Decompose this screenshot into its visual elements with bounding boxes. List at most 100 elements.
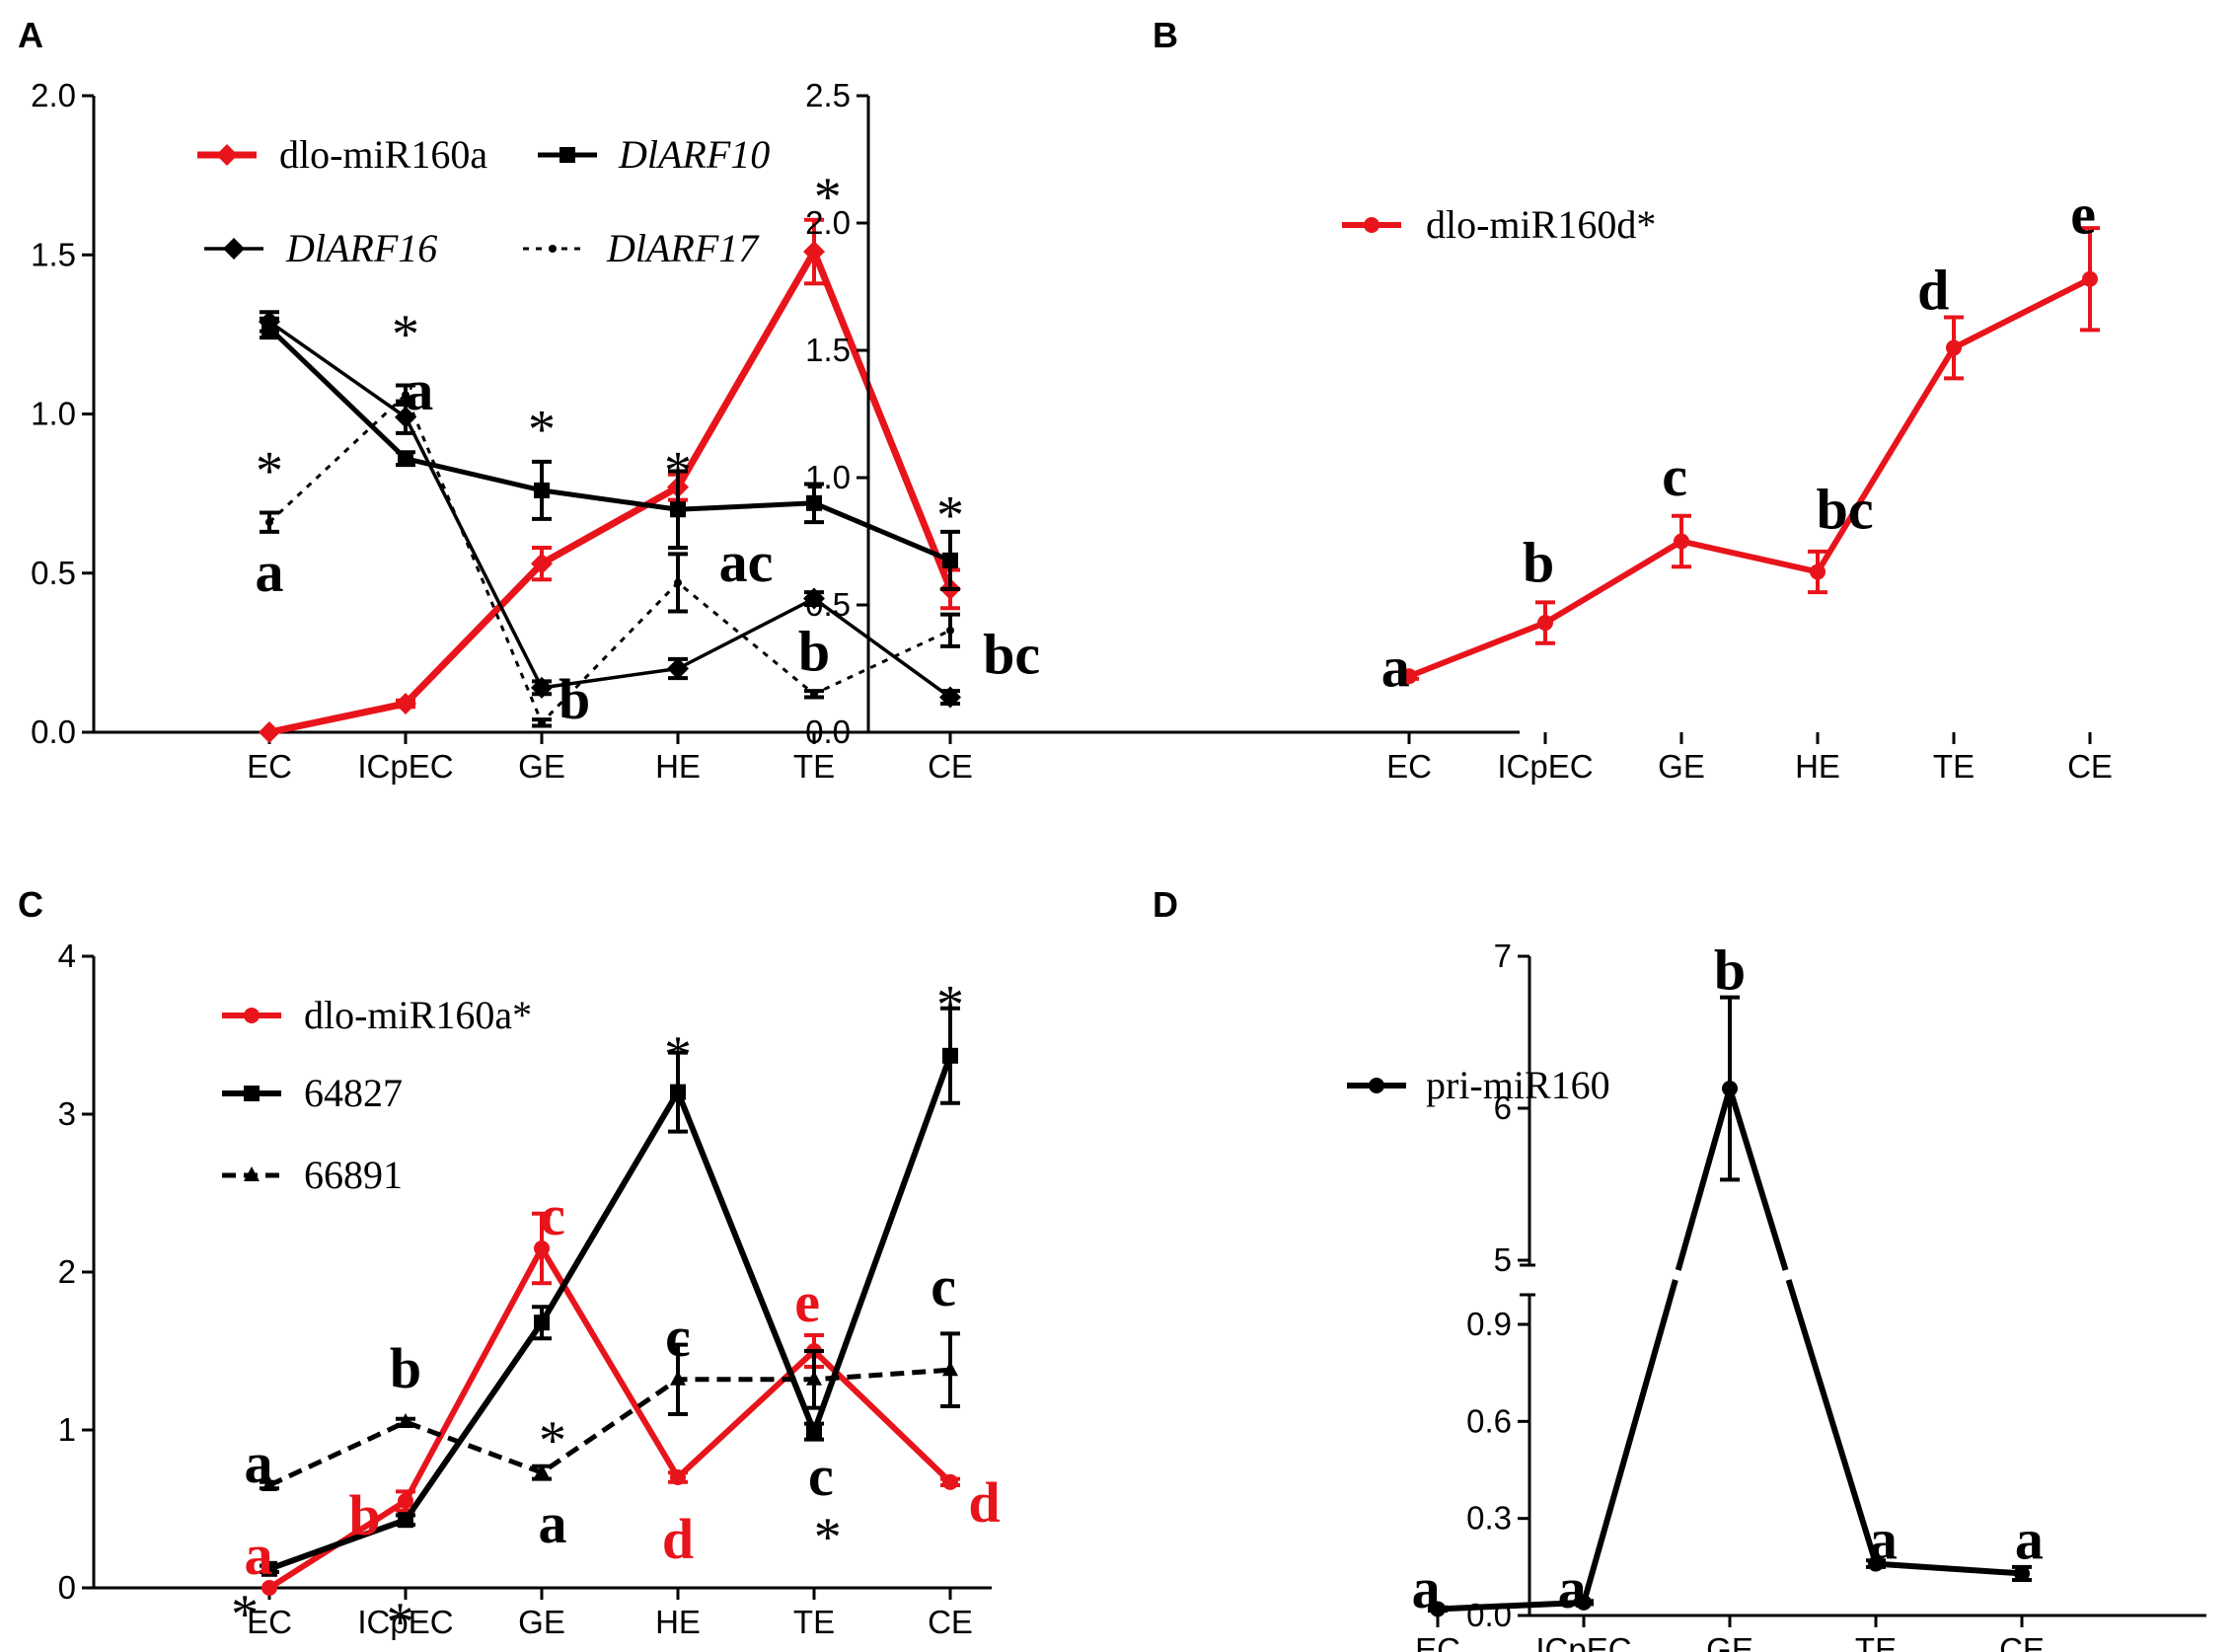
- x-tick-label: ICpEC: [1497, 748, 1593, 785]
- series-line: [267, 1367, 951, 1488]
- data-point: [402, 391, 410, 400]
- significance-letter: e: [2070, 182, 2096, 246]
- x-tick-label: ICpEC: [357, 748, 453, 785]
- legend-label: dlo-miR160d*: [1426, 202, 1656, 247]
- data-point: [667, 657, 689, 680]
- y-tick-label: 1.5: [805, 332, 851, 368]
- y-tick-label: 0.3: [1466, 1500, 1512, 1537]
- y-tick-label: 1.0: [31, 396, 76, 432]
- data-point: [1868, 1555, 1884, 1572]
- series-line: [1875, 1560, 2023, 1577]
- y-tick-label: 0.9: [1466, 1306, 1512, 1342]
- data-point: [534, 1314, 550, 1331]
- significance-letter: a: [244, 1523, 272, 1587]
- y-tick-label: 2.0: [31, 77, 76, 113]
- significance-star: *: [936, 975, 964, 1036]
- significance-letter: c: [808, 1444, 834, 1508]
- series-line: [268, 248, 954, 736]
- y-tick-label: 0.6: [1466, 1402, 1512, 1439]
- significance-letter: d: [968, 1470, 1000, 1535]
- x-tick-label: HE: [1795, 748, 1840, 785]
- significance-letter: c: [540, 1183, 565, 1247]
- x-tick-label: ICpEC: [1535, 1631, 1631, 1652]
- significance-letter: bc: [983, 623, 1040, 687]
- x-tick-label: TE: [793, 748, 835, 785]
- significance-letter: b: [390, 1336, 421, 1400]
- x-tick-label: ICpEC: [357, 1604, 453, 1640]
- data-point: [674, 578, 682, 587]
- series-line: [267, 326, 951, 563]
- series-line: [1581, 1279, 1678, 1604]
- series-dlo-mir160a: [259, 217, 961, 743]
- data-point: [395, 692, 416, 714]
- legend-marker: [216, 144, 238, 166]
- legend-marker: [549, 245, 557, 253]
- significance-star: *: [664, 440, 692, 501]
- y-tick-label: 7: [1494, 938, 1512, 974]
- series-line: [1675, 1088, 1733, 1271]
- legend-label: DlARF10: [618, 132, 770, 177]
- significance-letter: b: [348, 1483, 380, 1547]
- data-point: [806, 494, 822, 511]
- y-tick-label: 0.5: [31, 555, 76, 591]
- y-tick-label: 0: [58, 1569, 76, 1606]
- data-point: [265, 518, 273, 527]
- legend-label: dlo-miR160a: [279, 132, 487, 177]
- x-tick-label: EC: [1415, 1631, 1460, 1652]
- legend-marker: [223, 238, 245, 260]
- x-tick-label: CE: [1999, 1631, 2045, 1652]
- data-point: [1722, 1080, 1738, 1096]
- significance-star: *: [386, 1592, 413, 1652]
- legend-marker: [244, 1008, 260, 1023]
- significance-letter: a: [244, 1431, 272, 1495]
- data-point: [395, 406, 416, 428]
- data-point: [534, 1240, 550, 1256]
- data-point: [534, 1464, 550, 1479]
- data-point: [534, 482, 550, 498]
- data-point: [942, 1473, 958, 1490]
- x-tick-label: TE: [793, 1604, 835, 1640]
- legend-item: dlo-miR160d*: [1342, 202, 1656, 247]
- data-point: [946, 626, 954, 635]
- y-tick-label: 0.0: [1466, 1597, 1512, 1633]
- significance-letter: b: [1714, 938, 1746, 1002]
- significance-letter: ac: [719, 530, 774, 594]
- y-tick-label: 0.0: [805, 713, 851, 750]
- data-point: [538, 718, 546, 727]
- y-tick-label: 2.0: [805, 204, 851, 241]
- panel-label: B: [1153, 15, 1178, 55]
- significance-letter: bc: [1817, 478, 1874, 542]
- significance-star: *: [528, 400, 556, 461]
- series-64827: [260, 1006, 960, 1577]
- data-point: [261, 1560, 277, 1577]
- data-point: [803, 241, 825, 263]
- x-tick-label: CE: [928, 748, 973, 785]
- y-tick-label: 6: [1494, 1089, 1512, 1126]
- data-point: [942, 552, 958, 568]
- legend-item: pri-miR160: [1347, 1063, 1610, 1107]
- x-tick-label: GE: [1706, 1631, 1753, 1652]
- significance-star: *: [814, 167, 842, 228]
- significance-letter: a: [1869, 1508, 1898, 1572]
- legend-marker: [559, 147, 575, 163]
- significance-letter: a: [1412, 1556, 1441, 1620]
- significance-letter: a: [1558, 1556, 1587, 1620]
- significance-star: *: [392, 304, 419, 365]
- significance-star: *: [664, 1025, 692, 1087]
- y-tick-label: 5: [1494, 1241, 1512, 1278]
- y-tick-label: 1.0: [805, 459, 851, 495]
- series-dlo-mir160d-: [1399, 226, 2100, 685]
- legend-item: dlo-miR160a: [197, 132, 487, 177]
- significance-star: *: [256, 440, 283, 501]
- data-point: [670, 1469, 686, 1485]
- data-point: [259, 310, 280, 333]
- significance-letter: a: [539, 1491, 567, 1555]
- data-point: [942, 1361, 958, 1377]
- y-tick-label: 2.5: [805, 77, 851, 113]
- data-point: [1576, 1594, 1592, 1611]
- y-tick-label: 2: [58, 1253, 76, 1290]
- data-point: [2014, 1565, 2030, 1582]
- y-tick-label: 3: [58, 1095, 76, 1132]
- data-point: [670, 1370, 686, 1386]
- significance-star: *: [936, 486, 964, 547]
